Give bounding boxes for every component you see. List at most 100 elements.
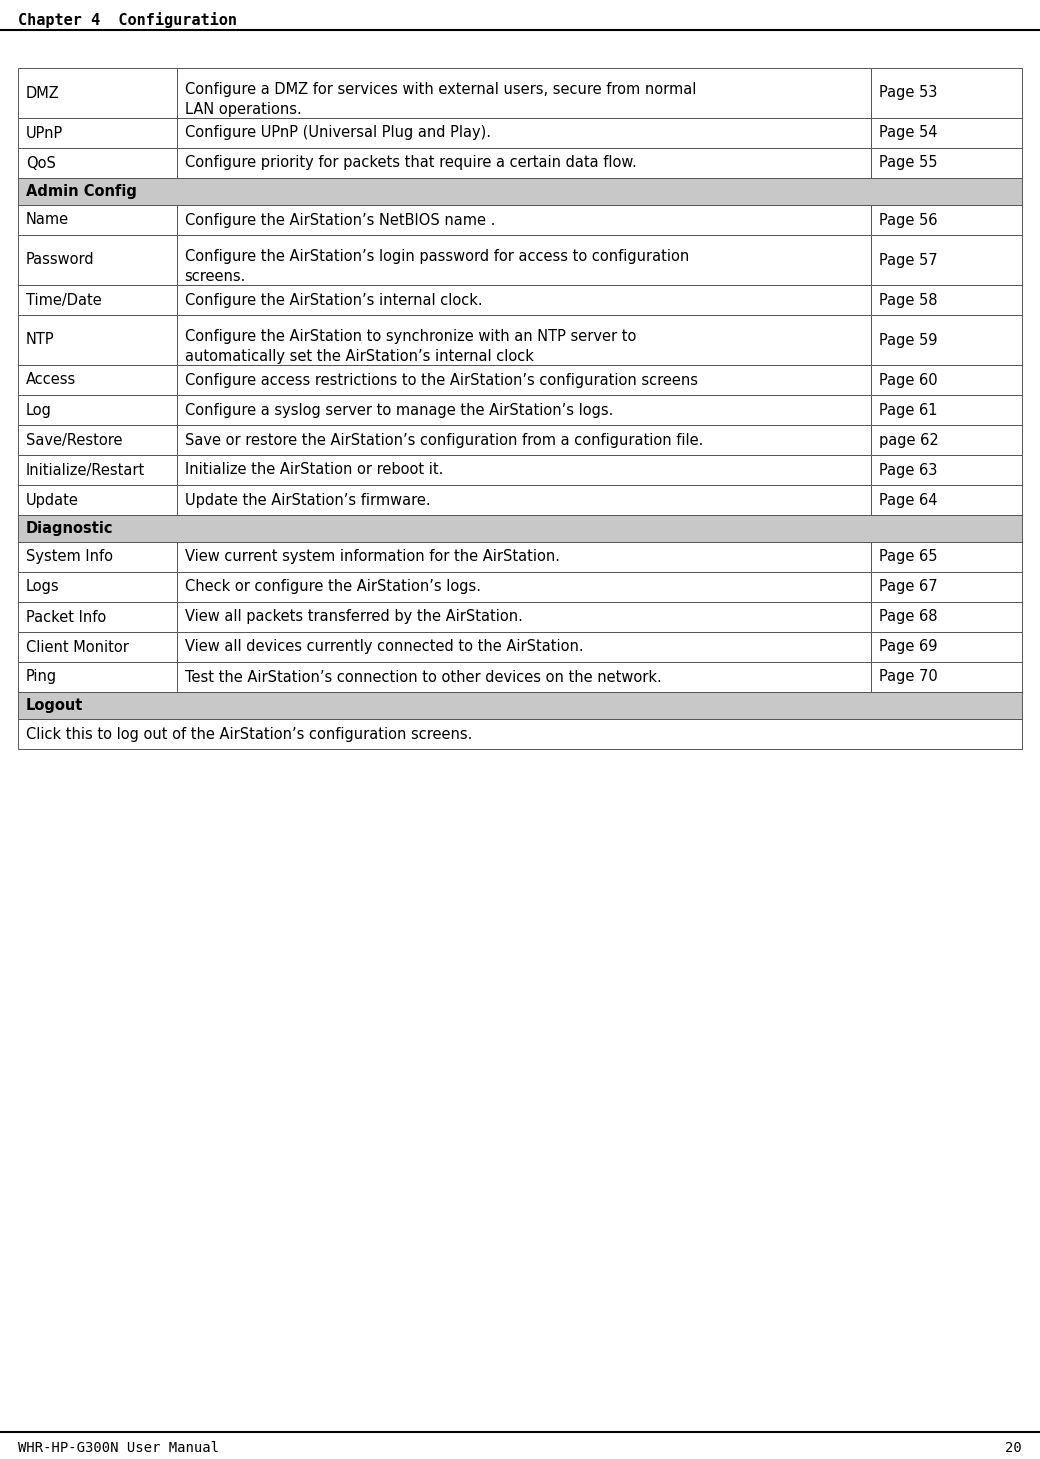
Bar [18, 425, 177, 455]
Text: Page 63: Page 63 [880, 463, 938, 477]
Bar [18, 632, 177, 662]
Text: Log: Log [26, 403, 52, 417]
Text: Initialize the AirStation or reboot it.: Initialize the AirStation or reboot it. [185, 463, 443, 477]
Text: Name: Name [26, 213, 69, 228]
Bar [177, 69, 872, 118]
Bar [872, 365, 1022, 395]
Text: QoS: QoS [26, 156, 56, 171]
Text: View current system information for the AirStation.: View current system information for the … [185, 550, 560, 565]
Bar [177, 603, 872, 632]
Bar [18, 515, 1022, 541]
Text: NTP: NTP [26, 333, 55, 347]
Text: Initialize/Restart: Initialize/Restart [26, 463, 146, 477]
Bar [177, 365, 872, 395]
Bar [18, 178, 1022, 206]
Text: Logout: Logout [26, 697, 83, 713]
Text: Client Monitor: Client Monitor [26, 639, 129, 655]
Text: View all devices currently connected to the AirStation.: View all devices currently connected to … [185, 639, 583, 655]
Bar [177, 315, 872, 365]
Text: Configure priority for packets that require a certain data flow.: Configure priority for packets that requ… [185, 156, 636, 171]
Bar [177, 484, 872, 515]
Bar [177, 541, 872, 572]
Text: Configure UPnP (Universal Plug and Play).: Configure UPnP (Universal Plug and Play)… [185, 125, 491, 140]
Text: Configure a syslog server to manage the AirStation’s logs.: Configure a syslog server to manage the … [185, 403, 613, 417]
Bar [177, 206, 872, 235]
Text: 20: 20 [1006, 1441, 1022, 1455]
Bar [18, 572, 177, 603]
Text: Page 68: Page 68 [880, 610, 938, 624]
Text: UPnP: UPnP [26, 125, 63, 140]
Text: Page 56: Page 56 [880, 213, 938, 228]
Text: Page 58: Page 58 [880, 292, 938, 308]
Text: Page 61: Page 61 [880, 403, 938, 417]
Text: Page 65: Page 65 [880, 550, 938, 565]
Text: Time/Date: Time/Date [26, 292, 102, 308]
Bar [18, 541, 177, 572]
Bar [872, 484, 1022, 515]
Text: System Info: System Info [26, 550, 113, 565]
Bar [177, 118, 872, 147]
Bar [18, 395, 177, 425]
Text: Chapter 4  Configuration: Chapter 4 Configuration [18, 12, 237, 28]
Text: Page 60: Page 60 [880, 372, 938, 388]
Bar [18, 285, 177, 315]
Bar [177, 662, 872, 692]
Text: Page 69: Page 69 [880, 639, 938, 655]
Text: Page 57: Page 57 [880, 252, 938, 267]
Bar [177, 632, 872, 662]
Bar [177, 285, 872, 315]
Text: Test the AirStation’s connection to other devices on the network.: Test the AirStation’s connection to othe… [185, 670, 661, 684]
Bar [177, 455, 872, 484]
Text: Save/Restore: Save/Restore [26, 432, 123, 448]
Text: Page 70: Page 70 [880, 670, 938, 684]
Bar [18, 315, 177, 365]
Bar [18, 69, 177, 118]
Text: Configure the AirStation’s NetBIOS name .: Configure the AirStation’s NetBIOS name … [185, 213, 495, 228]
Text: page 62: page 62 [880, 432, 939, 448]
Text: Admin Config: Admin Config [26, 184, 137, 198]
Bar [177, 395, 872, 425]
Bar [18, 118, 177, 147]
Bar [18, 603, 177, 632]
Text: Diagnostic: Diagnostic [26, 521, 113, 535]
Text: WHR-HP-G300N User Manual: WHR-HP-G300N User Manual [18, 1441, 219, 1455]
Text: Update: Update [26, 493, 79, 508]
Bar [18, 662, 177, 692]
Text: Configure the AirStation’s login password for access to configuration
screens.: Configure the AirStation’s login passwor… [185, 249, 688, 285]
Text: Packet Info: Packet Info [26, 610, 106, 624]
Text: DMZ: DMZ [26, 86, 59, 101]
Bar [872, 572, 1022, 603]
Bar [872, 632, 1022, 662]
Text: Page 59: Page 59 [880, 333, 938, 347]
Bar [872, 455, 1022, 484]
Bar [18, 719, 1022, 748]
Bar [872, 395, 1022, 425]
Bar [177, 235, 872, 285]
Text: Password: Password [26, 252, 95, 267]
Bar [872, 285, 1022, 315]
Text: Page 53: Page 53 [880, 86, 938, 101]
Bar [177, 147, 872, 178]
Bar [18, 484, 177, 515]
Bar [872, 147, 1022, 178]
Bar [872, 603, 1022, 632]
Bar [872, 315, 1022, 365]
Bar [872, 662, 1022, 692]
Bar [872, 206, 1022, 235]
Bar [177, 572, 872, 603]
Text: Update the AirStation’s firmware.: Update the AirStation’s firmware. [185, 493, 431, 508]
Text: Click this to log out of the AirStation’s configuration screens.: Click this to log out of the AirStation’… [26, 727, 472, 741]
Bar [872, 425, 1022, 455]
Bar [872, 118, 1022, 147]
Text: Access: Access [26, 372, 76, 388]
Text: Page 54: Page 54 [880, 125, 938, 140]
Text: Configure access restrictions to the AirStation’s configuration screens: Configure access restrictions to the Air… [185, 372, 698, 388]
Text: Save or restore the AirStation’s configuration from a configuration file.: Save or restore the AirStation’s configu… [185, 432, 703, 448]
Text: Page 64: Page 64 [880, 493, 938, 508]
Bar [872, 235, 1022, 285]
Bar [18, 692, 1022, 719]
Text: Configure a DMZ for services with external users, secure from normal
LAN operati: Configure a DMZ for services with extern… [185, 82, 696, 117]
Bar [18, 206, 177, 235]
Bar [18, 147, 177, 178]
Bar [18, 235, 177, 285]
